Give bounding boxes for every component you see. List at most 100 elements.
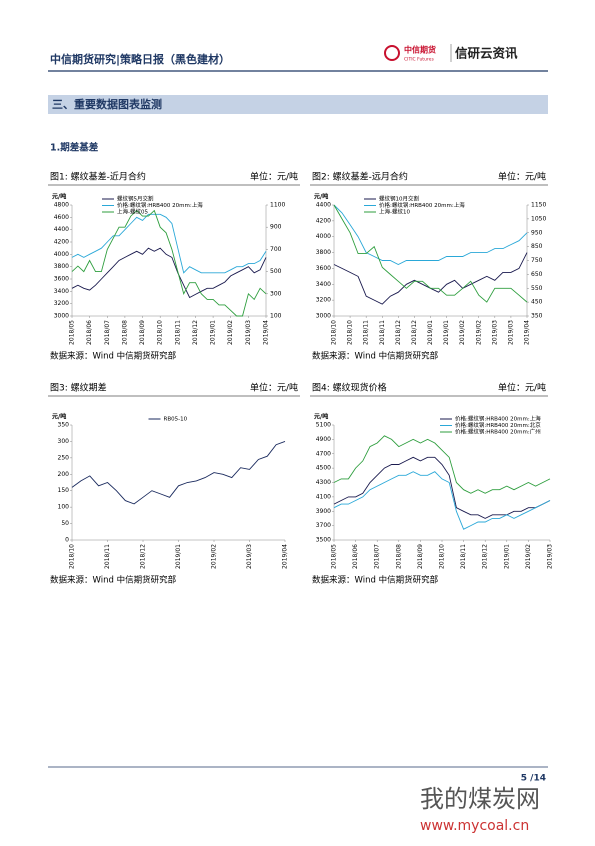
x-tick-label: 2018/07 <box>374 544 381 569</box>
y-tick-label: 3200 <box>54 300 69 307</box>
series-line <box>333 456 551 519</box>
y-tick-label: 100 <box>58 504 70 511</box>
logo-cn: 中信期货 <box>404 45 436 55</box>
y-axis-label: 元/吨 <box>52 413 66 421</box>
x-tick-label: 2018/10 <box>157 320 164 345</box>
y-tick-label: 4700 <box>316 450 331 457</box>
y-tick-label: 3600 <box>316 265 331 272</box>
y-tick-label: 3000 <box>316 313 331 320</box>
x-tick-label: 2018/06 <box>352 544 359 569</box>
x-tick-label: 2019/04 <box>263 320 270 345</box>
x-tick-label: 2019/03 <box>547 544 554 569</box>
chart-source: 数据来源：Wind 中信期货研究部 <box>312 575 439 586</box>
y-tick-label: 150 <box>58 487 70 494</box>
subsection-title: 1.期差基差 <box>50 142 99 154</box>
x-tick-label: 2018/12 <box>411 320 418 345</box>
x-tick-label: 2019/04 <box>524 320 531 345</box>
chart-title: 图1: 螺纹基差-近月合约 <box>50 171 146 183</box>
x-tick-label: 2018/08 <box>395 544 402 569</box>
legend-label: 上海-螺纹05 <box>117 208 148 216</box>
x-tick-label: 2019/01 <box>427 320 434 345</box>
x-tick-label: 2018/11 <box>104 544 111 569</box>
chart-unit: 单位：元/吨 <box>498 171 546 183</box>
y2-tick-label: 950 <box>531 229 543 236</box>
brand: 信研云资讯 <box>455 46 518 61</box>
series-line <box>71 209 267 317</box>
y-tick-label: 250 <box>58 454 70 461</box>
y-tick-label: 4200 <box>316 217 331 224</box>
watermark-url: www.mycoal.cn <box>420 818 529 834</box>
x-tick-label: 2019/01 <box>503 544 510 569</box>
y2-tick-label: 1100 <box>270 202 285 209</box>
x-tick-label: 2018/10 <box>439 544 446 569</box>
y-tick-label: 4900 <box>316 436 331 443</box>
x-tick-label: 2018/11 <box>379 320 386 345</box>
x-tick-label: 2018/12 <box>140 544 147 569</box>
series-line <box>333 204 528 266</box>
x-tick-label: 2019/01 <box>175 544 182 569</box>
x-tick-label: 2019/03 <box>246 544 253 569</box>
y-tick-label: 3800 <box>54 263 69 270</box>
y2-tick-label: 100 <box>270 313 282 320</box>
legend-label: 价格:螺纹钢:HRB400 20mm:上海 <box>379 201 465 209</box>
x-tick-label: 2019/03 <box>245 320 252 345</box>
y-tick-label: 3400 <box>316 281 331 288</box>
chart-title: 图2: 螺纹基差-远月合约 <box>312 171 408 183</box>
legend-label: 价格:螺纹钢:HRB400 20mm:上海 <box>455 415 541 423</box>
legend-label: 上海-螺纹10 <box>379 208 410 216</box>
x-tick-label: 2018/10 <box>69 544 76 569</box>
y-tick-label: 5100 <box>316 422 331 429</box>
x-tick-label: 2018/08 <box>121 320 128 345</box>
series-line <box>333 204 528 303</box>
chart-source: 数据来源：Wind 中信期货研究部 <box>50 575 177 586</box>
x-tick-label: 2019/04 <box>282 544 289 569</box>
chart-title: 图4: 螺纹现货价格 <box>312 382 387 394</box>
x-tick-label: 2018/12 <box>482 544 489 569</box>
x-tick-label: 2019/02 <box>525 544 532 569</box>
y2-tick-label: 550 <box>531 285 543 292</box>
y-tick-label: 4600 <box>54 214 69 221</box>
chart-unit: 单位：元/吨 <box>250 171 298 183</box>
chart-source: 数据来源：Wind 中信期货研究部 <box>50 351 177 362</box>
x-tick-label: 2019/02 <box>475 320 482 345</box>
x-tick-label: 2018/12 <box>192 320 199 345</box>
y-tick-label: 4800 <box>54 202 69 209</box>
legend-label: 螺纹钢10月交割 <box>379 195 419 203</box>
y-tick-label: 4200 <box>54 239 69 246</box>
y2-tick-label: 650 <box>531 271 543 278</box>
y-tick-label: 4100 <box>316 493 331 500</box>
chart-unit: 单位：元/吨 <box>250 382 298 394</box>
y2-tick-label: 300 <box>270 290 282 297</box>
x-tick-label: 2019/03 <box>507 320 514 345</box>
series-line <box>71 440 286 505</box>
y-tick-label: 0 <box>65 537 69 544</box>
series-line <box>333 435 551 494</box>
y2-tick-label: 750 <box>531 257 543 264</box>
y-tick-label: 3600 <box>54 276 69 283</box>
x-tick-label: 2019/02 <box>227 320 234 345</box>
y-tick-label: 300 <box>58 438 70 445</box>
x-tick-label: 2018/07 <box>104 320 111 345</box>
legend-label: 螺纹钢5月交割 <box>117 195 154 203</box>
chart-source: 数据来源：Wind 中信期货研究部 <box>312 351 439 362</box>
x-tick-label: 2018/12 <box>395 320 402 345</box>
y-tick-label: 350 <box>58 422 70 429</box>
y2-tick-label: 900 <box>270 224 282 231</box>
y-axis-label: 元/吨 <box>314 193 328 201</box>
logo-en: CITIC Futures <box>404 57 434 63</box>
x-tick-label: 2018/10 <box>331 320 338 345</box>
y2-tick-label: 850 <box>531 243 543 250</box>
y-tick-label: 4000 <box>54 251 69 258</box>
legend-label: 价格:螺纹钢:HRB400 20mm:上海 <box>117 201 203 209</box>
y-tick-label: 4400 <box>316 202 331 209</box>
x-tick-label: 2019/03 <box>491 320 498 345</box>
section-title: 三、重要数据图表监测 <box>52 97 162 111</box>
x-tick-label: 2018/09 <box>417 544 424 569</box>
logo-icon <box>384 45 400 61</box>
x-tick-label: 2018/05 <box>331 544 338 569</box>
y2-tick-label: 700 <box>270 246 282 253</box>
page-number: 5 /14 <box>521 774 546 784</box>
x-tick-label: 2018/10 <box>347 320 354 345</box>
x-tick-label: 2018/05 <box>69 320 76 345</box>
